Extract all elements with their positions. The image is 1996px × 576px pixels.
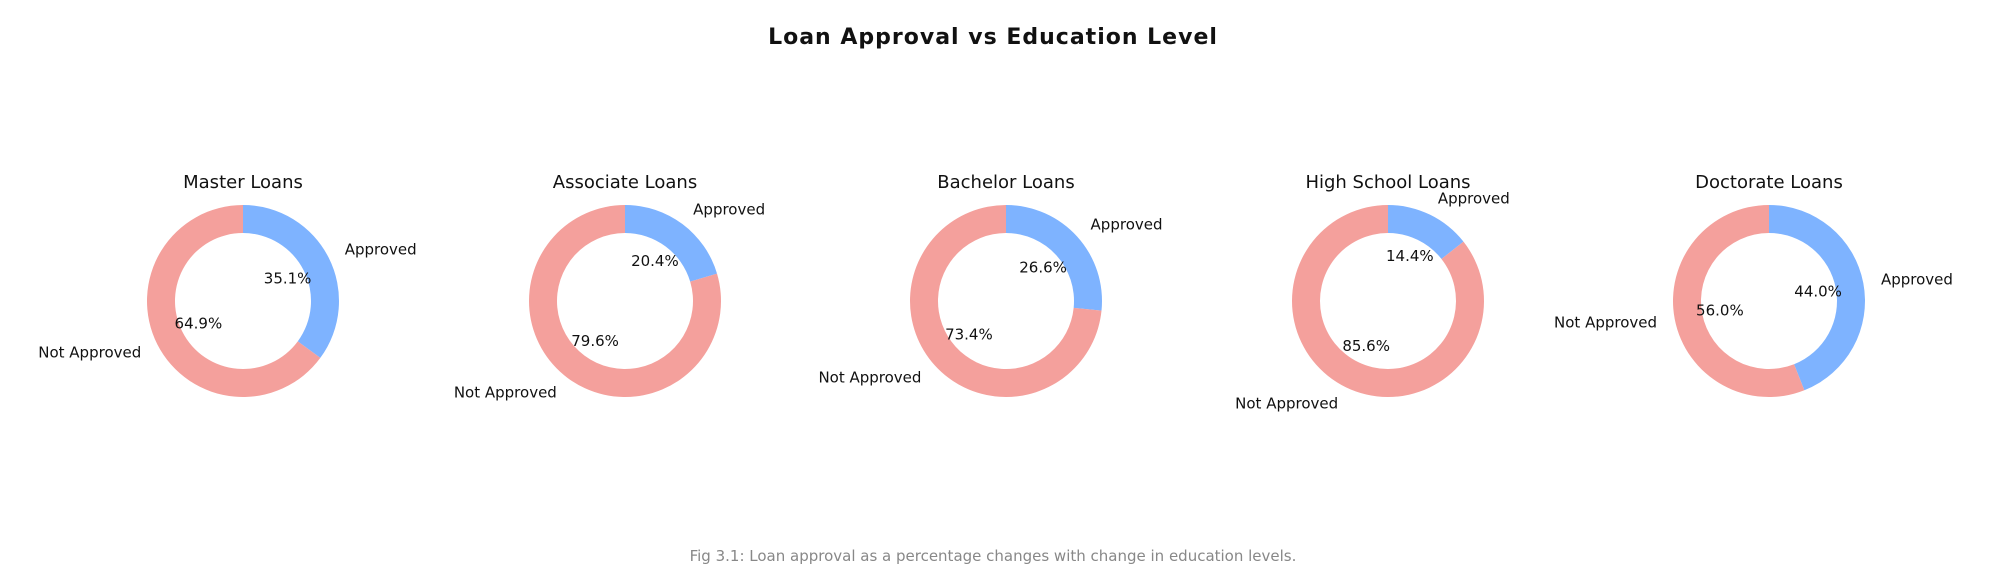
master-loans-not-approved-label: Not Approved — [38, 343, 141, 361]
donut-charts: Master Loans Approved 35.1% Not Approved 64.… — [38, 172, 1953, 413]
master-loans-approved-slice — [243, 205, 340, 358]
high-school-loans-approved-label: Approved — [1438, 189, 1510, 207]
doctorate-loans-approved-slice — [1769, 205, 1865, 391]
master-loans-donut: Master Loans Approved 35.1% Not Approved 64.… — [38, 172, 417, 397]
master-loans-not-approved-slice — [147, 205, 321, 397]
bachelor-loans-donut: Bachelor Loans Approved 26.6% Not Approved 7… — [818, 172, 1163, 398]
high-school-loans-not-approved-pct: 85.6% — [1342, 337, 1390, 355]
high-school-loans-approved-pct: 14.4% — [1386, 247, 1434, 265]
master-loans-not-approved-pct: 64.9% — [175, 315, 223, 333]
associate-loans-donut: Associate Loans Approved 20.4% Not Approved… — [454, 172, 765, 401]
high-school-loans-title: High School Loans — [1305, 172, 1470, 193]
high-school-loans-approved-slice — [1388, 205, 1464, 259]
associate-loans-approved-slice — [625, 205, 718, 282]
doctorate-loans-not-approved-pct: 56.0% — [1696, 301, 1744, 319]
doctorate-loans-not-approved-slice — [1673, 205, 1805, 398]
associate-loans-not-approved-pct: 79.6% — [571, 332, 619, 350]
high-school-loans-not-approved-label: Not Approved — [1235, 395, 1338, 413]
bachelor-loans-not-approved-pct: 73.4% — [945, 326, 993, 344]
bachelor-loans-title: Bachelor Loans — [937, 172, 1074, 193]
associate-loans-approved-pct: 20.4% — [631, 252, 679, 270]
master-loans-title: Master Loans — [183, 172, 303, 193]
associate-loans-approved-label: Approved — [693, 201, 765, 219]
bachelor-loans-approved-slice — [1006, 205, 1102, 311]
doctorate-loans-donut: Doctorate Loans Approved 44.0% Not Approved… — [1554, 172, 1953, 398]
associate-loans-title: Associate Loans — [553, 172, 697, 193]
bachelor-loans-approved-pct: 26.6% — [1019, 258, 1067, 276]
figure-title: Loan Approval vs Education Level — [768, 25, 1218, 50]
doctorate-loans-not-approved-label: Not Approved — [1554, 313, 1657, 331]
figure-caption: Fig 3.1: Loan approval as a percentage c… — [690, 547, 1297, 565]
doctorate-loans-approved-pct: 44.0% — [1794, 283, 1842, 301]
associate-loans-not-approved-label: Not Approved — [454, 383, 557, 401]
doctorate-loans-title: Doctorate Loans — [1695, 172, 1843, 193]
master-loans-approved-label: Approved — [345, 241, 417, 259]
doctorate-loans-approved-label: Approved — [1881, 271, 1953, 289]
bachelor-loans-approved-label: Approved — [1091, 216, 1163, 234]
bachelor-loans-not-approved-label: Not Approved — [818, 368, 921, 386]
master-loans-approved-pct: 35.1% — [264, 269, 312, 287]
